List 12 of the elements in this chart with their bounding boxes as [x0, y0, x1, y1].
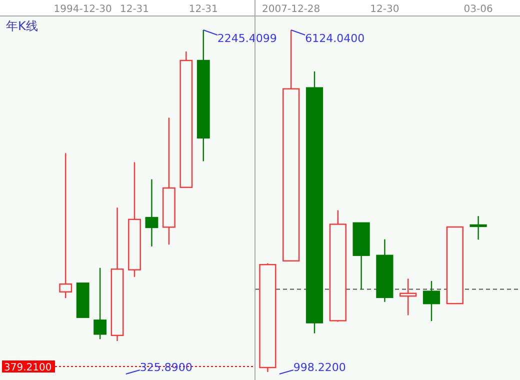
text: 325.8900 — [140, 361, 192, 374]
x-tick-label: 03-06 — [464, 4, 493, 15]
chart-title: 年K线 — [6, 19, 38, 33]
annotation: 2245.4099 — [217, 32, 277, 45]
text: 379.2100 — [4, 362, 52, 374]
x-tick-label: 2007-12-28 — [262, 4, 320, 15]
x-tick-label: 12-31 — [120, 4, 150, 15]
x-tick-label: 1994-12-30 — [54, 4, 112, 15]
annotation: 6124.0400 — [305, 32, 365, 45]
annotation: 998.2200 — [293, 361, 346, 374]
x-tick-label: 12-30 — [370, 4, 400, 15]
x-tick-label: 12-31 — [188, 4, 218, 15]
